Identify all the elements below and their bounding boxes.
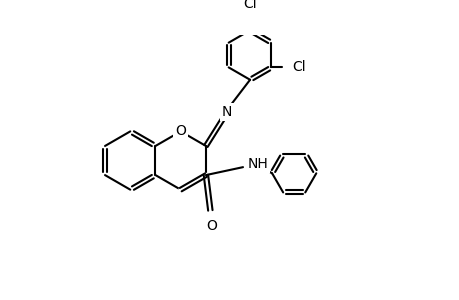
Text: Cl: Cl	[243, 0, 256, 11]
Text: O: O	[175, 124, 186, 138]
Text: O: O	[206, 219, 217, 233]
Text: N: N	[221, 105, 232, 119]
Text: Cl: Cl	[292, 60, 306, 74]
Text: NH: NH	[247, 157, 268, 171]
